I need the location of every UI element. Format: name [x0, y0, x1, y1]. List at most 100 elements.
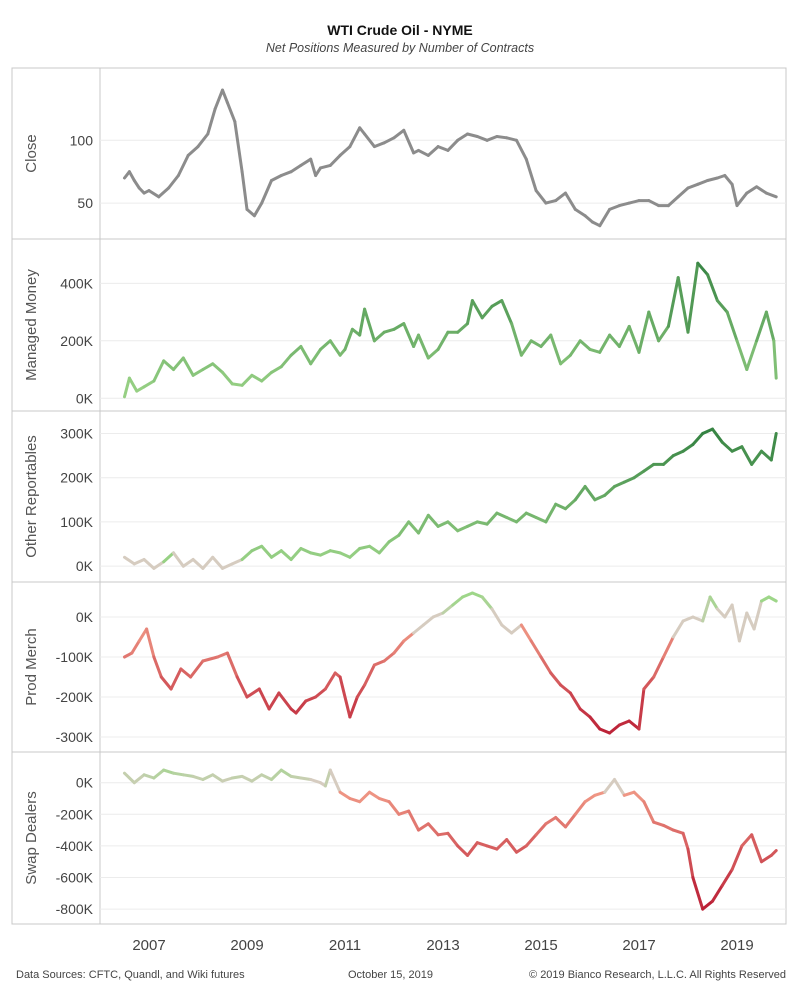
series-segment: [250, 544, 264, 553]
series-segment: [696, 261, 710, 277]
series-segment: [720, 868, 734, 887]
series-segment: [544, 199, 558, 205]
series-segment: [191, 774, 205, 781]
series-segment: [740, 833, 754, 848]
series-segment: [382, 651, 396, 663]
series-segment: [573, 800, 587, 816]
series-segment: [554, 191, 567, 203]
series-segment: [372, 659, 386, 667]
y-tick-label: 0K: [76, 558, 94, 574]
series-segment: [725, 310, 739, 343]
series-segment: [152, 560, 166, 570]
series-segment: [436, 330, 450, 351]
series-segment: [417, 333, 430, 360]
series-segment: [715, 607, 727, 619]
y-tick-label: 200K: [60, 333, 93, 349]
panel-frame: [11, 751, 787, 925]
series-segment: [257, 687, 271, 711]
y-tick-label: -800K: [56, 901, 94, 917]
series-segment: [760, 853, 773, 864]
series-segment: [559, 683, 572, 695]
panel-label: Prod Merch: [23, 628, 40, 706]
series-segment: [598, 727, 612, 735]
series-segment: [686, 261, 700, 334]
series-segment: [475, 841, 489, 848]
series-segment: [260, 773, 273, 781]
y-tick-label: -100K: [56, 649, 94, 665]
series-segment: [142, 558, 156, 570]
series-segment: [309, 157, 318, 177]
series-segment: [627, 719, 641, 731]
series-segment: [201, 655, 220, 663]
series-segment: [588, 715, 602, 731]
panel-swap-dealers: Swap Dealers 0K -200K -400K -600K -800K: [11, 751, 787, 925]
series-segment: [348, 695, 359, 719]
series-segment: [167, 174, 180, 190]
panel-label: Swap Dealers: [23, 791, 40, 884]
series-segment: [662, 635, 675, 659]
series-segment: [706, 273, 719, 303]
series-segment: [676, 276, 690, 334]
series-segment: [495, 135, 509, 140]
series-segment: [470, 299, 484, 320]
series-segment: [735, 191, 749, 208]
x-tick-label: 2017: [622, 937, 655, 954]
panel-frame: [11, 581, 787, 753]
series-segment: [328, 549, 342, 555]
series-segment: [752, 599, 763, 631]
series-segment: [279, 549, 293, 561]
series-segment: [686, 182, 700, 190]
panel-prod-merch: Prod Merch 0K -100K -200K -300K: [11, 581, 787, 753]
series-segment: [524, 511, 538, 519]
series-segment: [549, 671, 563, 687]
series-segment: [157, 186, 171, 199]
series-segment: [475, 520, 489, 526]
series-segment: [328, 339, 342, 357]
series-segment: [142, 773, 156, 780]
series-segment: [225, 651, 239, 679]
series-segment: [402, 322, 416, 348]
series-segment: [225, 101, 237, 123]
series-segment: [221, 88, 229, 105]
series-segment: [568, 691, 582, 711]
series-segment: [446, 138, 460, 152]
series-segment: [642, 675, 656, 691]
series-segment: [319, 549, 332, 557]
series-segment: [456, 844, 469, 857]
series-segment: [485, 844, 499, 851]
series-segment: [466, 841, 479, 857]
series-segment: [568, 339, 582, 357]
series-segment: [127, 376, 139, 393]
series-segment: [529, 639, 543, 659]
panel-managed-money: Managed Money 0K 200K 400K: [11, 238, 787, 412]
series-segment: [652, 820, 665, 827]
series-segment: [289, 547, 303, 561]
series-segment: [696, 179, 710, 186]
series-segment: [319, 163, 332, 170]
y-tick-label: 100: [70, 132, 94, 148]
series-segment: [216, 651, 229, 659]
series-segment: [363, 663, 376, 687]
series-segment: [456, 132, 469, 142]
series-segment: [260, 179, 273, 205]
series-segment: [769, 432, 778, 462]
series-segment: [642, 800, 656, 824]
series-segment: [495, 511, 509, 519]
y-tick-label: 0K: [76, 775, 94, 791]
series-segment: [392, 322, 406, 331]
series-segment: [201, 555, 215, 570]
x-tick-label: 2007: [132, 937, 165, 954]
series-segment: [358, 544, 371, 550]
series-segment: [647, 310, 661, 343]
series-segment: [392, 128, 406, 140]
series-segment: [221, 776, 234, 783]
series-segment: [706, 176, 719, 182]
series-segment: [588, 347, 602, 354]
y-tick-label: 50: [77, 195, 93, 211]
series-segment: [701, 427, 714, 435]
series-segment: [245, 687, 261, 699]
series-segment: [470, 591, 484, 599]
series-segment: [760, 449, 773, 462]
series-segment: [206, 107, 217, 136]
series-segment: [211, 362, 224, 374]
